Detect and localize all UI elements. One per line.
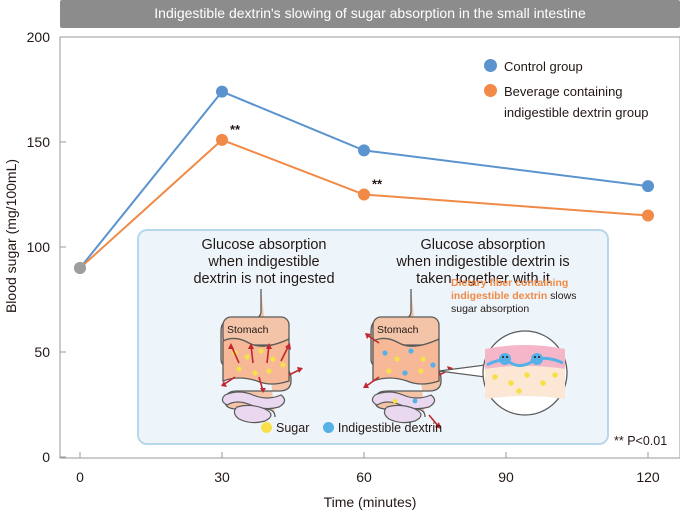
inset-right-heading-line: when indigestible dextrin is [396, 254, 570, 270]
significance-note: ** P<0.01 [614, 434, 668, 448]
y-tick-label: 200 [27, 29, 51, 45]
inset-legend-dextrin: Indigestible dextrin [322, 421, 443, 435]
y-tick-label: 0 [42, 449, 50, 465]
x-axis-label: Time (minutes) [324, 494, 417, 510]
inset-legend-sugar: Sugar [261, 421, 309, 435]
inset-legend-dextrin-label: Indigestible dextrin [337, 421, 443, 435]
title-bar: Indigestible dextrin's slowing of sugar … [60, 0, 680, 28]
legend: Control group Beverage containing indige… [484, 56, 680, 123]
series-line-dextrin [79, 138, 649, 269]
data-point-control [358, 144, 370, 157]
inset-right-heading: Glucose absorption when indigestible dex… [373, 237, 593, 288]
inset-left-heading-line: when indigestible [208, 254, 320, 270]
y-tick-label: 50 [34, 344, 50, 360]
fiber-note-text: slows [547, 290, 577, 302]
data-point-dextrin [642, 209, 654, 222]
inset-left-heading: Glucose absorption when indigestible dex… [169, 237, 359, 288]
data-point-dextrin [74, 262, 86, 274]
inset-left-heading-line: Glucose absorption [201, 237, 327, 253]
legend-label-dextrin-line2: indigestible dextrin group [504, 105, 649, 120]
stomach-label-right: Stomach [377, 324, 419, 336]
y-tick-label: 150 [27, 134, 51, 150]
data-point-dextrin [216, 133, 228, 146]
data-point-control [216, 85, 228, 98]
legend-item-control: Control group [484, 56, 680, 77]
legend-label-control: Control group [504, 59, 583, 74]
fiber-note-line: indigestible dextrin slows [451, 290, 576, 303]
stomach-label-left: Stomach [227, 324, 269, 336]
x-tick-label: 0 [76, 469, 84, 485]
data-point-dextrin [358, 188, 370, 201]
intestine-left-icon: Stomach [220, 289, 303, 424]
data-point-control [642, 180, 654, 193]
intestine-diagram: Stomach [220, 289, 568, 429]
x-tick-label: 120 [636, 469, 660, 485]
inset-right-heading-line: taken together with it [416, 271, 550, 287]
absorption-illustration: Glucose absorption when indigestible dex… [137, 229, 609, 445]
fiber-note-line: Dietary fiber containing [451, 277, 576, 290]
y-tick-label: 100 [27, 239, 51, 255]
fiber-note-text: sugar absorption [451, 303, 530, 315]
inset-legend-sugar-label: Sugar [276, 421, 310, 435]
chart-title: Indigestible dextrin's slowing of sugar … [154, 5, 586, 21]
x-tick-label: 60 [356, 469, 372, 485]
series-line-control [79, 90, 649, 269]
y-axis-label: Blood sugar (mg/100mL) [3, 159, 19, 313]
fiber-note-highlight: indigestible dextrin [451, 290, 548, 302]
fiber-note-highlight: Dietary fiber containing [451, 277, 569, 289]
intestine-right-icon: Stomach [363, 289, 568, 429]
fiber-note: Dietary fiber containing indigestible de… [451, 277, 576, 316]
inset-legend: Sugar Indigestible dextrin [261, 421, 452, 435]
x-tick-label: 90 [498, 469, 514, 485]
legend-swatch-control [484, 59, 497, 72]
legend-swatch-dextrin [484, 84, 497, 97]
significance-marker: ** [372, 177, 383, 192]
legend-item-dextrin: Beverage containing indigestible dextrin… [484, 81, 680, 123]
inset-left-heading-line: dextrin is not ingested [193, 271, 335, 287]
sugar-swatch [261, 422, 272, 433]
legend-label-dextrin-line1: Beverage containing [504, 84, 623, 99]
dextrin-swatch [322, 422, 334, 433]
x-tick-label: 30 [214, 469, 230, 485]
inset-right-heading-line: Glucose absorption [420, 237, 546, 253]
significance-marker: ** [230, 122, 241, 137]
